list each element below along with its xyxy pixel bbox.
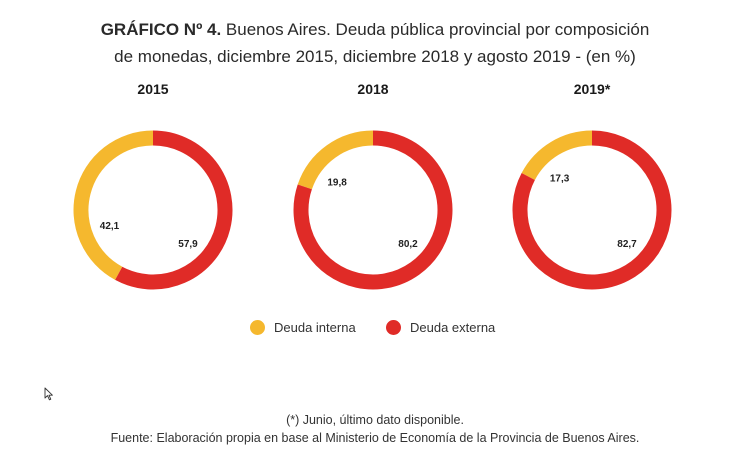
title-line-2: de monedas, diciembre 2015, diciembre 20… [114, 47, 636, 66]
donut-slice-interna [73, 130, 154, 280]
title-lead: GRÁFICO Nº 4. [100, 20, 222, 39]
legend-item-externa: Deuda externa [386, 320, 495, 335]
legend-dot-interna [250, 320, 265, 335]
legend-label-interna: Deuda interna [274, 320, 356, 335]
donut-title: 2019* [574, 81, 611, 97]
donut-2015: 2015 42,1 57,9 [73, 81, 233, 290]
donut-2018: 2018 19,8 80,2 [293, 81, 453, 290]
donut-label-externa: 80,2 [398, 239, 418, 250]
title-line-1: GRÁFICO Nº 4. Buenos Aires. Deuda públic… [0, 16, 750, 43]
legend-label-externa: Deuda externa [410, 320, 496, 335]
donut-slice-externa [115, 130, 233, 290]
donut-slice-externa [512, 130, 672, 290]
legend: Deuda interna Deuda externa [0, 320, 750, 342]
donut-label-externa: 82,7 [617, 239, 637, 250]
donut-title: 2015 [137, 81, 168, 97]
donut-slice-interna [297, 130, 374, 190]
donut-title: 2018 [357, 81, 388, 97]
legend-dot-externa [386, 320, 401, 335]
legend-item-interna: Deuda interna [250, 320, 356, 335]
donut-slice-interna [521, 130, 593, 181]
donut-slice-externa [293, 130, 453, 290]
donut-2019: 2019* 17,3 82,7 [512, 81, 672, 290]
donut-label-interna: 19,8 [327, 177, 347, 188]
donut-label-externa: 57,9 [178, 239, 198, 250]
donut-label-interna: 17,3 [550, 173, 570, 184]
footnote-note: (*) Junio, último dato disponible. [286, 413, 464, 427]
title-line-1-rest: Buenos Aires. Deuda pública provincial p… [221, 20, 650, 39]
footnote-source: Fuente: Elaboración propia en base al Mi… [110, 431, 640, 445]
chart-title: GRÁFICO Nº 4. Buenos Aires. Deuda públic… [0, 16, 750, 70]
mouse-pointer-icon [44, 387, 53, 401]
donut-charts: 2015 42,1 57,9 2018 19,8 80,2 2019* 17,3 82,7 [73, 81, 672, 290]
donut-label-interna: 42,1 [100, 221, 120, 232]
